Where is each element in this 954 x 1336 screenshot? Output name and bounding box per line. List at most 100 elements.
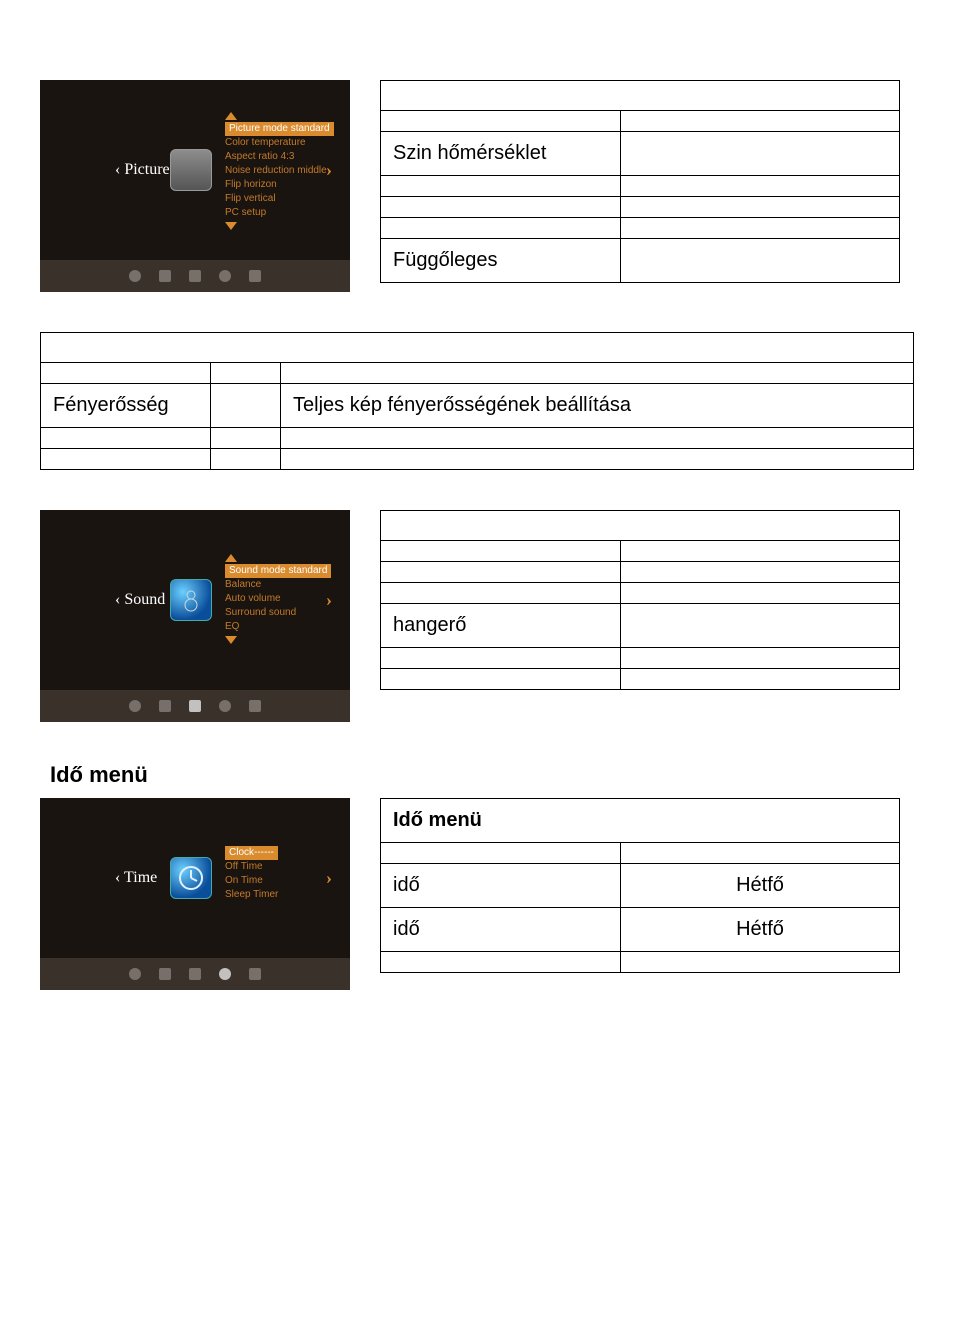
sound-row: ‹ Sound Sound mode standard Balance Auto… xyxy=(40,510,914,722)
table-cell: idő xyxy=(381,908,621,952)
right-arrow-icon: › xyxy=(326,590,332,611)
footer-icon xyxy=(219,700,231,712)
down-arrow-icon xyxy=(225,222,237,230)
table-cell xyxy=(381,218,621,239)
table-cell: Függőleges xyxy=(381,239,621,283)
menu-item: Color temperature xyxy=(225,136,334,150)
footer-icon xyxy=(129,700,141,712)
table-cell xyxy=(621,843,900,864)
menu-item: Surround sound xyxy=(225,606,331,620)
table-cell: idő xyxy=(381,864,621,908)
table-cell xyxy=(281,363,914,384)
picture-menu-list: Picture mode standard Color temperature … xyxy=(225,110,334,232)
table-cell: Hétfő xyxy=(621,864,900,908)
menu-item: Sound mode standard xyxy=(225,564,331,578)
time-desc-table: Idő menü időHétfő időHétfő xyxy=(380,798,900,973)
table-header xyxy=(381,511,900,541)
table-cell: Szin hőmérséklet xyxy=(381,132,621,176)
footer-icon xyxy=(159,968,171,980)
table-cell xyxy=(381,952,621,973)
sound-menu-screenshot: ‹ Sound Sound mode standard Balance Auto… xyxy=(40,510,350,722)
menu-item: Aspect ratio 4:3 xyxy=(225,150,334,164)
table-cell xyxy=(381,176,621,197)
table-cell xyxy=(621,111,900,132)
table-header xyxy=(381,81,900,111)
time-section-heading: Idő menü xyxy=(50,762,914,788)
table-cell xyxy=(621,562,900,583)
picture-desc-table: Szin hőmérséklet Függőleges xyxy=(380,80,900,283)
brightness-table: Fényerősség Teljes kép fényerősségének b… xyxy=(40,332,914,470)
footer-icon xyxy=(159,270,171,282)
time-menu-list: Clock------ Off Time On Time Sleep Timer xyxy=(225,846,278,902)
table-cell xyxy=(621,669,900,690)
menu-item: EQ xyxy=(225,620,331,634)
footer-icon xyxy=(129,968,141,980)
sound-desc-table: hangerő xyxy=(380,510,900,690)
sound-icon xyxy=(170,579,212,621)
time-menu-screenshot: ‹ Time Clock------ Off Time On Time Slee… xyxy=(40,798,350,990)
footer-icon xyxy=(219,968,231,980)
table-cell xyxy=(211,449,281,470)
speaker-icon xyxy=(176,585,206,615)
sound-menu-list: Sound mode standard Balance Auto volume … xyxy=(225,552,331,646)
menu-item: Sleep Timer xyxy=(225,888,278,902)
picture-icon xyxy=(170,149,212,191)
up-arrow-icon xyxy=(225,112,237,120)
footer-icon xyxy=(129,270,141,282)
menu-item: Noise reduction middle xyxy=(225,164,334,178)
table-cell xyxy=(41,363,211,384)
footer-icon xyxy=(249,700,261,712)
picture-tab-label: ‹ Picture xyxy=(115,161,170,179)
menu-footer-icons xyxy=(40,260,350,292)
right-arrow-icon: › xyxy=(326,868,332,889)
menu-footer-icons xyxy=(40,958,350,990)
table-cell xyxy=(381,562,621,583)
table-cell xyxy=(41,449,211,470)
table-cell xyxy=(621,604,900,648)
table-cell xyxy=(381,648,621,669)
footer-icon xyxy=(249,270,261,282)
footer-icon xyxy=(189,700,201,712)
menu-item: Balance xyxy=(225,578,331,592)
table-cell xyxy=(381,843,621,864)
table-cell xyxy=(621,952,900,973)
menu-item: Flip vertical xyxy=(225,192,334,206)
menu-item: Auto volume xyxy=(225,592,331,606)
footer-icon xyxy=(159,700,171,712)
table-cell xyxy=(381,197,621,218)
table-cell: Hétfő xyxy=(621,908,900,952)
right-arrow-icon: › xyxy=(326,160,332,181)
menu-item: Clock------ xyxy=(225,846,278,860)
table-cell xyxy=(381,541,621,562)
footer-icon xyxy=(189,270,201,282)
menu-item: On Time xyxy=(225,874,278,888)
menu-item: Flip horizon xyxy=(225,178,334,192)
table-cell: Teljes kép fényerősségének beállítása xyxy=(281,384,914,428)
clock-icon xyxy=(170,857,212,899)
footer-icon xyxy=(219,270,231,282)
menu-item: PC setup xyxy=(225,206,334,220)
table-cell xyxy=(281,428,914,449)
table-cell xyxy=(621,176,900,197)
menu-item: Off Time xyxy=(225,860,278,874)
menu-item: Picture mode standard xyxy=(225,122,334,136)
table-cell xyxy=(621,197,900,218)
footer-icon xyxy=(249,968,261,980)
picture-row: ‹ Picture Picture mode standard Color te… xyxy=(40,80,914,292)
down-arrow-icon xyxy=(225,636,237,644)
table-cell xyxy=(621,541,900,562)
menu-footer-icons xyxy=(40,690,350,722)
table-cell xyxy=(381,583,621,604)
table-cell xyxy=(211,384,281,428)
table-cell xyxy=(211,363,281,384)
table-cell xyxy=(621,648,900,669)
table-cell xyxy=(621,132,900,176)
picture-menu-screenshot: ‹ Picture Picture mode standard Color te… xyxy=(40,80,350,292)
table-cell xyxy=(621,218,900,239)
up-arrow-icon xyxy=(225,554,237,562)
time-table-title: Idő menü xyxy=(381,799,900,843)
table-cell xyxy=(211,428,281,449)
table-cell xyxy=(621,583,900,604)
table-cell xyxy=(41,428,211,449)
footer-icon xyxy=(189,968,201,980)
